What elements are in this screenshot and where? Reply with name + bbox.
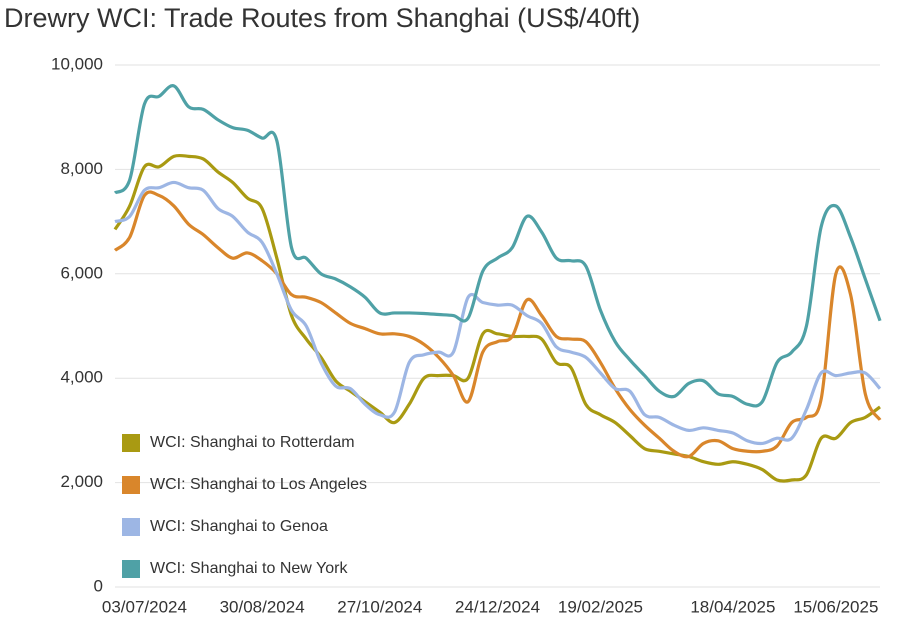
x-tick-label: 30/08/2024 [220, 597, 305, 616]
legend-label: WCI: Shanghai to Genoa [150, 518, 328, 535]
y-tick-label: 4,000 [60, 368, 103, 387]
series-line [113, 190, 882, 459]
x-tick-label: 24/12/2024 [455, 597, 540, 616]
y-tick-label: 0 [94, 576, 103, 595]
series-line [113, 153, 881, 483]
legend-label: WCI: Shanghai to Los Angeles [150, 476, 367, 493]
x-tick-label: 19/02/2025 [558, 597, 643, 616]
series-line [113, 84, 882, 408]
x-tick-label: 18/04/2025 [690, 597, 775, 616]
x-tick-label: 27/10/2024 [337, 597, 422, 616]
series-line [114, 180, 882, 446]
y-tick-label: 10,000 [51, 54, 103, 73]
legend-label: WCI: Shanghai to New York [150, 560, 348, 577]
y-tick-label: 8,000 [60, 159, 103, 178]
legend-label: WCI: Shanghai to Rotterdam [150, 434, 355, 451]
legend-swatch [122, 560, 140, 578]
y-tick-label: 6,000 [60, 263, 103, 282]
legend-swatch [122, 476, 140, 494]
chart-title: Drewry WCI: Trade Routes from Shanghai (… [4, 3, 640, 33]
x-tick-label: 15/06/2025 [793, 597, 878, 616]
legend-swatch [122, 434, 140, 452]
legend-swatch [122, 518, 140, 536]
x-tick-label: 03/07/2024 [102, 597, 187, 616]
y-tick-label: 2,000 [60, 472, 103, 491]
